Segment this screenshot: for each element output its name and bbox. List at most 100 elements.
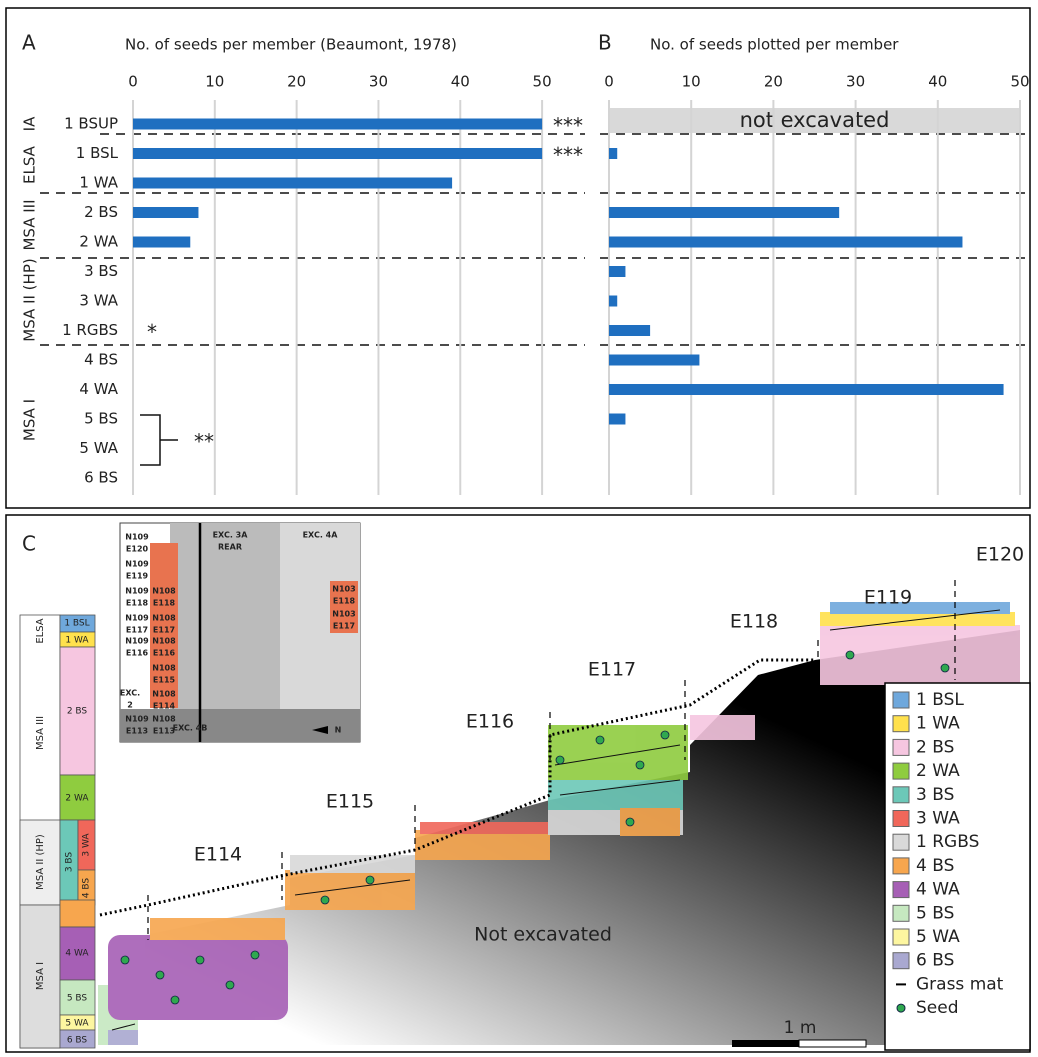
column-group: MSA II (HP) bbox=[35, 834, 46, 890]
group-label: MSA III bbox=[21, 199, 39, 250]
column-label: 4 WA bbox=[65, 949, 89, 959]
column-group: MSA III bbox=[35, 716, 46, 750]
legend-swatch bbox=[892, 928, 910, 946]
inset-label: N109 bbox=[125, 637, 149, 646]
legend-swatch bbox=[892, 786, 910, 804]
inset-label: N109 bbox=[125, 715, 149, 724]
bar bbox=[609, 266, 626, 277]
group-label: MSA I bbox=[21, 399, 39, 441]
x-tick-label: 20 bbox=[764, 73, 783, 91]
grass-mat-lines bbox=[111, 609, 1001, 1031]
y-tick-label: 5 WA bbox=[79, 439, 118, 457]
y-tick-label: 3 WA bbox=[79, 292, 118, 310]
inset-label: E113 bbox=[126, 727, 148, 736]
bar bbox=[133, 207, 199, 218]
legend-swatch bbox=[892, 857, 910, 875]
legend-swatch bbox=[892, 810, 910, 827]
inset-label: E117 bbox=[126, 626, 148, 635]
scale-label: 1 m bbox=[784, 1018, 817, 1038]
y-tick-label: 5 BS bbox=[84, 410, 118, 428]
legend-label: 6 BS bbox=[916, 951, 954, 971]
legend-label: Seed bbox=[916, 998, 959, 1018]
inset-label: EXC. bbox=[120, 689, 140, 698]
legend-label: 4 BS bbox=[916, 856, 954, 876]
inset-label: N bbox=[335, 726, 342, 735]
inset-label: N108 bbox=[152, 587, 176, 596]
bar bbox=[133, 118, 543, 130]
group-label: IA bbox=[21, 116, 39, 131]
y-tick-label: 2 BS bbox=[84, 203, 118, 221]
section-label: E117 bbox=[588, 659, 636, 681]
y-tick-label: 4 WA bbox=[79, 380, 118, 398]
section-label: E114 bbox=[194, 844, 242, 866]
bedrock bbox=[145, 630, 1020, 1045]
inset-label: N109 bbox=[125, 587, 149, 596]
column-label: 1 BSL bbox=[64, 619, 89, 629]
bar bbox=[609, 236, 963, 248]
legend-swatch bbox=[892, 833, 910, 851]
group-label: ELSA bbox=[21, 145, 39, 184]
inset-label: E120 bbox=[126, 545, 149, 554]
column-group: MSA I bbox=[35, 962, 46, 990]
y-tick-label: 2 WA bbox=[79, 233, 118, 251]
legend-swatch bbox=[892, 738, 910, 756]
legend-swatch bbox=[892, 715, 910, 733]
inset-label: N103 bbox=[332, 585, 355, 594]
column-label: 3 BS bbox=[65, 852, 75, 873]
x-tick-label: 50 bbox=[533, 73, 552, 91]
bracket bbox=[140, 414, 178, 466]
excavation-outline bbox=[99, 658, 815, 917]
inset-label: N103 bbox=[332, 610, 355, 619]
x-tick-label: 10 bbox=[682, 73, 701, 91]
inset-label: E116 bbox=[153, 649, 176, 658]
panel-label: A bbox=[22, 31, 36, 55]
inset-label: N108 bbox=[152, 690, 176, 699]
inset-label: 2 bbox=[127, 701, 133, 710]
legend-label: 1 RGBS bbox=[916, 832, 979, 852]
separators bbox=[40, 133, 1025, 346]
column-label: 5 BS bbox=[67, 994, 88, 1004]
column-label: 2 BS bbox=[67, 707, 88, 717]
section-label: E118 bbox=[730, 611, 778, 633]
annotation: not excavated bbox=[740, 108, 890, 132]
chart-title: No. of seeds per member (Beaumont, 1978) bbox=[125, 36, 457, 54]
group-label: MSA II (HP) bbox=[21, 258, 39, 341]
inset-map bbox=[119, 522, 361, 743]
column-label: 2 WA bbox=[65, 794, 89, 804]
column-label: 1 WA bbox=[65, 636, 89, 646]
legend-label: 2 BS bbox=[916, 737, 954, 757]
inset-label: N108 bbox=[152, 715, 176, 724]
inset-label: E117 bbox=[333, 622, 355, 631]
y-tick-label: 1 RGBS bbox=[62, 321, 118, 339]
bar bbox=[609, 384, 1004, 395]
inset-label: E115 bbox=[153, 676, 176, 685]
legend-label: Grass mat bbox=[916, 974, 1004, 994]
inset-label: N109 bbox=[125, 560, 149, 569]
section-lines bbox=[147, 580, 956, 940]
legend-swatch bbox=[892, 881, 910, 899]
column-label: 4 BS bbox=[82, 878, 92, 899]
bar bbox=[609, 413, 626, 425]
legend-label: 1 BSL bbox=[916, 690, 964, 710]
y-tick-label: 1 BSUP bbox=[64, 115, 118, 133]
inset-label: EXC. 3A bbox=[213, 531, 249, 540]
scale-bar bbox=[732, 1039, 867, 1048]
x-tick-label: 0 bbox=[604, 73, 614, 91]
column-label: 6 BS bbox=[67, 1036, 88, 1046]
inset-label: E118 bbox=[153, 599, 176, 608]
bar bbox=[133, 177, 453, 189]
strat-column bbox=[19, 614, 96, 1049]
legend-swatch bbox=[892, 952, 910, 970]
x-tick-label: 30 bbox=[369, 73, 388, 91]
north-arrow bbox=[312, 726, 328, 734]
legend-label: 3 WA bbox=[916, 809, 960, 829]
legend-seed bbox=[896, 1003, 906, 1013]
section-label: E119 bbox=[864, 587, 912, 609]
legend-label: 5 BS bbox=[916, 903, 954, 923]
inset-label: N108 bbox=[152, 637, 176, 646]
bar bbox=[609, 295, 618, 307]
annotation: *** bbox=[553, 114, 583, 138]
chart-title: No. of seeds plotted per member bbox=[650, 36, 899, 54]
legend-label: 1 WA bbox=[916, 714, 960, 734]
